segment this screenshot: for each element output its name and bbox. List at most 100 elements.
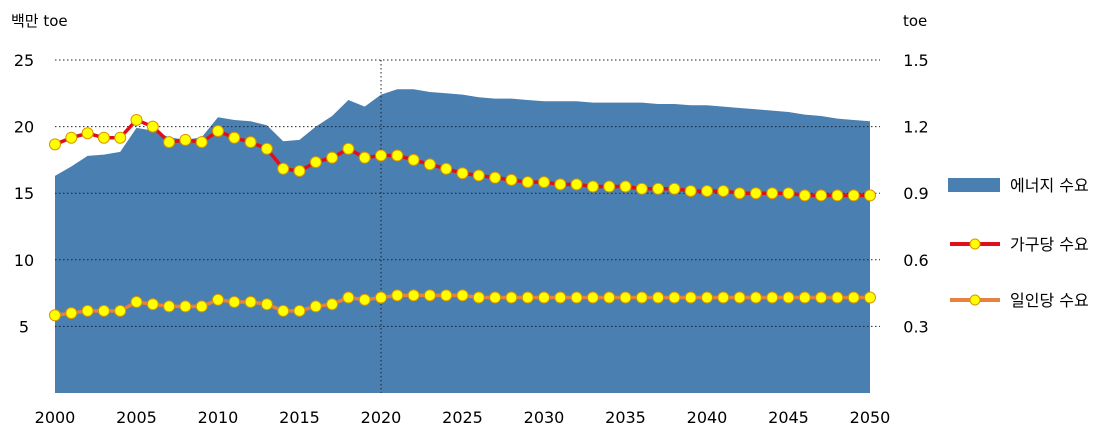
x-tick-label-2000: 2000 xyxy=(35,408,76,427)
series-2-point-2018 xyxy=(342,291,355,304)
series-2-point-2034 xyxy=(603,291,616,304)
series-2-point-2048 xyxy=(831,291,844,304)
series-2-point-2001 xyxy=(65,307,78,320)
series-1-point-2022 xyxy=(407,153,420,166)
x-tick-label-2035: 2035 xyxy=(605,408,646,427)
series-1-point-2049 xyxy=(847,189,860,202)
legend: 에너지 수요 가구당 수요 일인당 수요 xyxy=(948,176,1089,310)
series-1-point-2050 xyxy=(864,189,876,202)
series-1-point-2036 xyxy=(635,182,648,195)
series-1-point-2004 xyxy=(114,131,127,144)
series-1-point-2009 xyxy=(195,136,208,149)
right-tick-label-1: 0.6 xyxy=(903,251,928,270)
series-1-point-2048 xyxy=(831,189,844,202)
left-tick-label-0: 5 xyxy=(19,317,29,336)
series-1-point-2012 xyxy=(244,136,257,149)
series-1-point-2013 xyxy=(260,142,273,155)
series-2-point-2027 xyxy=(489,291,502,304)
series-2-point-2007 xyxy=(163,300,176,313)
series-2-point-2015 xyxy=(293,304,306,317)
right-tick-label-0: 0.3 xyxy=(903,317,928,336)
right-axis-unit: toe xyxy=(903,12,927,30)
series-1-point-2018 xyxy=(342,142,355,155)
series-1-point-2032 xyxy=(570,178,583,191)
x-tick-label-2050: 2050 xyxy=(850,408,891,427)
right-tick-label-3: 1.2 xyxy=(903,118,928,137)
legend-label-energy: 에너지 수요 xyxy=(1010,176,1089,195)
legend-marker-household xyxy=(969,238,981,250)
series-1-point-2033 xyxy=(586,180,599,193)
x-tick-label-2040: 2040 xyxy=(687,408,728,427)
series-2-point-2037 xyxy=(652,291,665,304)
series-1-point-2021 xyxy=(391,149,404,162)
x-tick-label-2045: 2045 xyxy=(768,408,809,427)
legend-swatch-energy xyxy=(948,178,1000,192)
series-1-point-2027 xyxy=(489,171,502,184)
series-2-point-2031 xyxy=(554,291,567,304)
series-1-point-2046 xyxy=(798,189,811,202)
series-2-point-2038 xyxy=(668,291,681,304)
series-1-point-2047 xyxy=(815,189,828,202)
series-2-point-2016 xyxy=(309,300,322,313)
series-2-point-2024 xyxy=(440,289,453,302)
series-1-point-2023 xyxy=(423,158,436,171)
series-2-point-2044 xyxy=(766,291,779,304)
series-2-point-2013 xyxy=(260,298,273,311)
series-2-point-2046 xyxy=(798,291,811,304)
series-2-point-2019 xyxy=(358,293,371,306)
series-2-point-2004 xyxy=(114,304,127,317)
series-1-point-2045 xyxy=(782,187,795,200)
x-tick-label-2015: 2015 xyxy=(279,408,320,427)
series-2-point-2043 xyxy=(749,291,762,304)
series-1-point-2031 xyxy=(554,178,567,191)
series-1-point-2039 xyxy=(684,184,697,197)
series-1-point-2038 xyxy=(668,182,681,195)
series-2-point-2025 xyxy=(456,289,469,302)
series-1-point-2014 xyxy=(277,162,290,175)
series-2-point-2026 xyxy=(472,291,485,304)
series-1-point-2029 xyxy=(521,176,534,189)
series-2-point-2011 xyxy=(228,295,241,308)
series-1-point-2007 xyxy=(163,136,176,149)
series-1-point-2028 xyxy=(505,173,518,186)
series-2-point-2050 xyxy=(864,291,876,304)
series-1-point-2006 xyxy=(146,120,159,133)
series-2-point-2041 xyxy=(717,291,730,304)
x-tick-label-2010: 2010 xyxy=(198,408,239,427)
series-1-point-2011 xyxy=(228,131,241,144)
series-1-point-2041 xyxy=(717,184,730,197)
series-2-point-2028 xyxy=(505,291,518,304)
left-tick-label-1: 10 xyxy=(14,251,34,270)
series-1-point-2017 xyxy=(326,151,339,164)
series-1-point-2030 xyxy=(538,176,550,189)
series-1-point-2008 xyxy=(179,133,192,146)
legend-label-percapita: 일인당 수요 xyxy=(1010,291,1089,310)
series-1-point-2016 xyxy=(309,156,322,169)
series-2-point-2002 xyxy=(81,304,94,317)
series-2-point-2030 xyxy=(538,291,550,304)
right-axis-ticks: 0.3 0.6 0.9 1.2 1.5 xyxy=(903,51,928,336)
series-2-point-2006 xyxy=(146,298,159,311)
series-2-point-2012 xyxy=(244,295,257,308)
legend-marker-percapita xyxy=(969,294,981,306)
series-1-point-2002 xyxy=(81,127,94,140)
series-2-point-2003 xyxy=(97,304,110,317)
series-1-point-2001 xyxy=(65,131,78,144)
left-axis-ticks: 5 10 15 20 25 xyxy=(14,51,34,336)
energy-demand-area-layer xyxy=(55,89,870,394)
series-markers xyxy=(49,113,876,322)
series-1-point-2003 xyxy=(97,131,110,144)
series-2-point-2029 xyxy=(521,291,534,304)
series-1-point-2043 xyxy=(749,187,762,200)
series-1-point-2015 xyxy=(293,165,306,177)
series-2-point-2047 xyxy=(815,291,828,304)
series-1-point-2034 xyxy=(603,180,616,193)
series-2-point-2040 xyxy=(701,291,713,304)
series-1-point-2000 xyxy=(49,138,61,151)
series-2-point-2017 xyxy=(326,298,339,311)
series-1-point-2020 xyxy=(375,149,387,162)
x-tick-label-2005: 2005 xyxy=(116,408,157,427)
left-axis-unit: 백만 toe xyxy=(11,12,68,30)
series-2-point-2022 xyxy=(407,289,420,302)
